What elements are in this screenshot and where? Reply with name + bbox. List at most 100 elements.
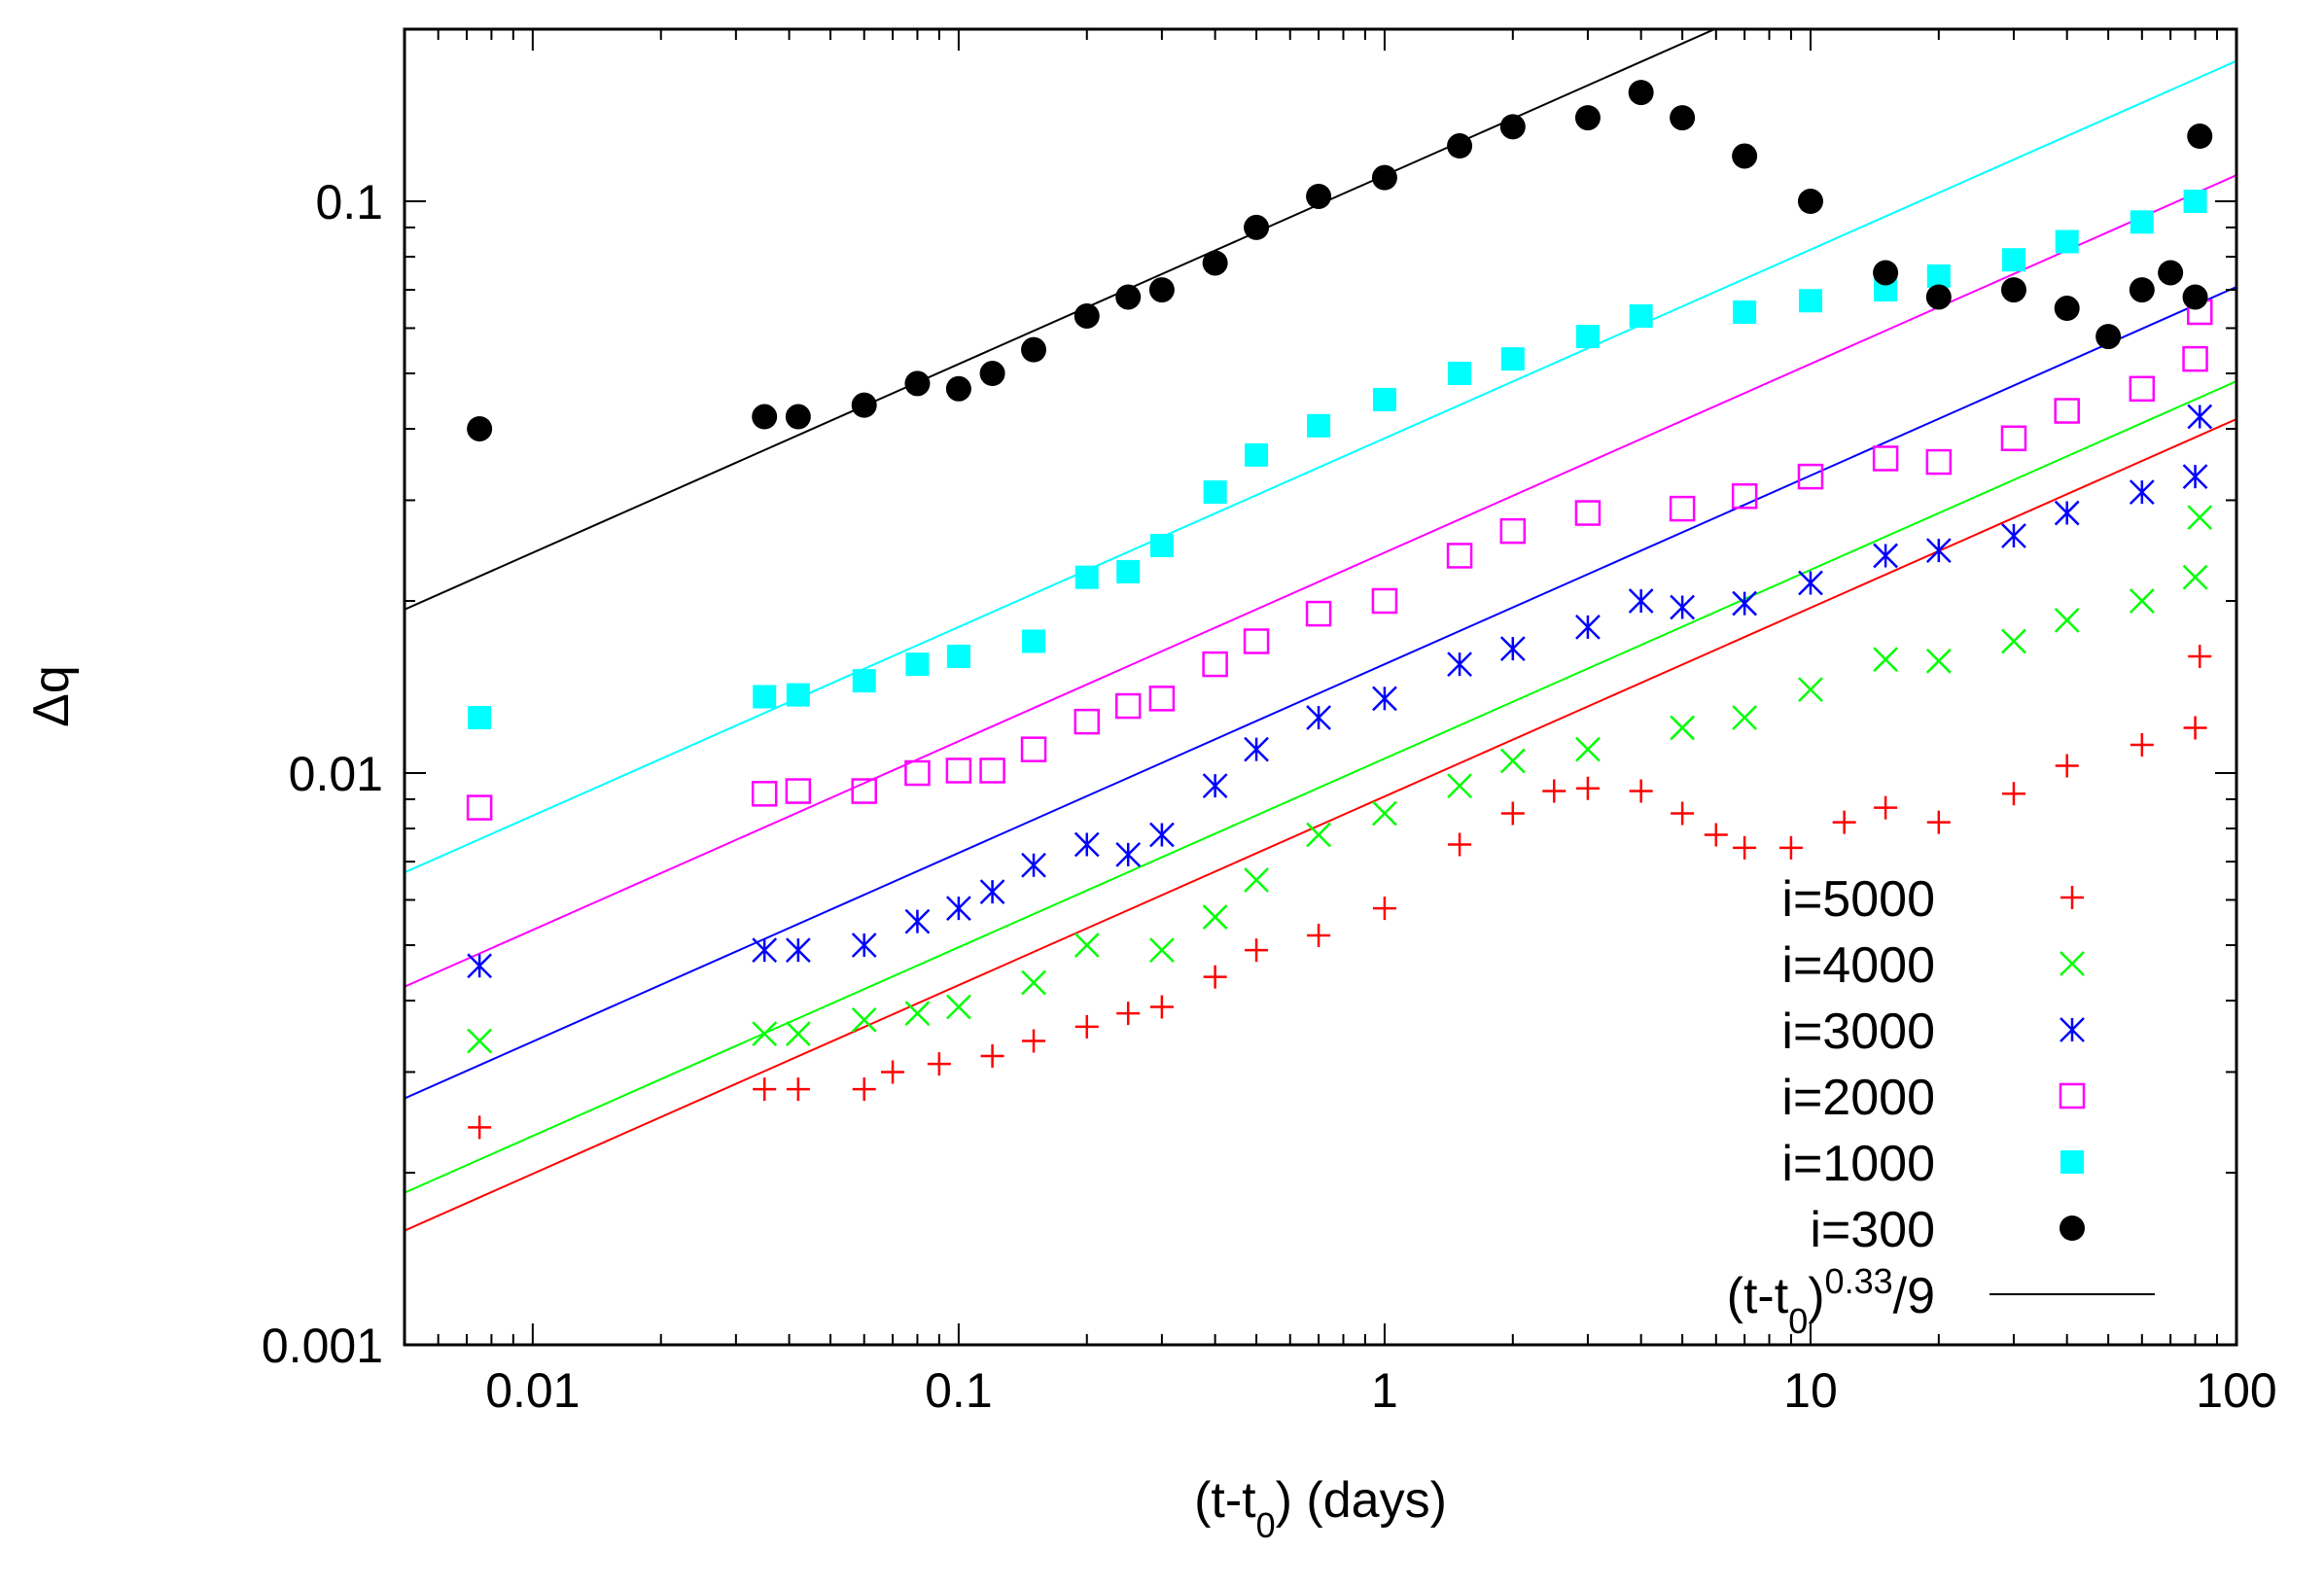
data-point [1020, 736, 1047, 762]
data-point [2129, 588, 2155, 614]
data-point [1115, 842, 1142, 867]
data-point [785, 778, 812, 804]
data-point [1202, 651, 1228, 678]
data-point [2187, 404, 2213, 430]
data-point [1305, 600, 1332, 627]
data-point [979, 361, 1005, 387]
data-point [753, 685, 777, 709]
fit-line-i-1000 [405, 59, 2236, 874]
data-point [1873, 647, 1898, 673]
data-point [1021, 969, 1046, 996]
data-point [785, 937, 811, 964]
data-point [2188, 644, 2212, 668]
data-point [467, 953, 493, 979]
x-axis-label: (t-t0) (days) [1194, 1472, 1447, 1545]
data-point [1074, 1014, 1099, 1039]
data-point [1499, 517, 1527, 545]
data-point [1798, 570, 1823, 596]
series-i-5000 [468, 644, 2212, 1140]
data-point [980, 1043, 1004, 1068]
data-point [1874, 795, 1898, 820]
data-point [1074, 708, 1101, 735]
data-point [1575, 776, 1600, 800]
legend-entry-i-2000: i=2000 [1781, 1070, 2086, 1126]
data-point [1447, 652, 1472, 677]
data-point [786, 1077, 810, 1102]
legend-entry-i-300: i=300 [1810, 1202, 2085, 1258]
data-point [1371, 164, 1397, 191]
data-point [946, 994, 971, 1020]
data-point [1245, 938, 1269, 963]
data-point [1670, 715, 1695, 741]
x-tick-label: 10 [1783, 1363, 1838, 1418]
data-point [1245, 442, 1269, 467]
legend-label: i=5000 [1781, 871, 1935, 928]
legend-label: i=3000 [1781, 1004, 1935, 1060]
data-point [1202, 773, 1228, 798]
legend-entry-i-3000: i=3000 [1781, 1004, 2085, 1060]
data-point [1832, 810, 1856, 834]
data-point [751, 781, 778, 807]
data-point [1202, 904, 1228, 930]
data-point [1243, 628, 1270, 654]
data-point [1149, 534, 1174, 558]
data-point [1448, 832, 1472, 857]
data-point [2182, 464, 2208, 490]
series-i-4000 [467, 505, 2213, 1054]
data-point [1372, 387, 1396, 411]
data-point [1021, 852, 1046, 878]
data-point [1446, 543, 1473, 569]
data-point [852, 1077, 876, 1102]
y-axis: 0.001 0.01 0.1 [262, 28, 2236, 1373]
plot-frame [403, 27, 2238, 1347]
data-point [752, 1021, 778, 1046]
legend-label: i=1000 [1781, 1136, 1935, 1192]
x-tick-label: 0.1 [925, 1363, 993, 1418]
series-i-1000 [468, 190, 2207, 730]
data-point [1022, 629, 1046, 653]
data-point [1447, 773, 1472, 798]
data-point [904, 1001, 931, 1026]
data-point [1149, 822, 1175, 848]
legend-entry-i-1000: i=1000 [1781, 1136, 2084, 1192]
legend-marker [2060, 1215, 2085, 1241]
data-point [2183, 190, 2207, 214]
data-point [1372, 686, 1397, 712]
data-point [1542, 779, 1567, 803]
legend-marker [2060, 951, 2085, 976]
data-point [1733, 299, 1757, 324]
data-point [1307, 923, 1331, 947]
data-point [945, 757, 972, 784]
data-point [2158, 260, 2184, 286]
data-point [1732, 143, 1758, 169]
data-point [2129, 375, 2156, 403]
data-point [946, 896, 971, 921]
legend-label: i=4000 [1781, 937, 1935, 994]
data-point [1499, 114, 1526, 140]
data-point [904, 908, 931, 934]
y-tick-label: 0.1 [315, 175, 383, 229]
data-point [1307, 413, 1331, 438]
data-point [852, 669, 876, 693]
data-point [1732, 705, 1757, 730]
data-point [1873, 543, 1898, 569]
data-point [1499, 748, 1526, 774]
data-point [786, 683, 810, 707]
fit-line-i-5000 [405, 418, 2236, 1232]
data-point [1925, 284, 1952, 310]
data-point [467, 415, 493, 441]
data-point [2129, 479, 2155, 505]
data-point [1244, 214, 1270, 240]
data-point [2129, 277, 2155, 303]
data-point [1116, 1002, 1141, 1026]
data-point [2130, 733, 2154, 757]
data-point [2054, 398, 2080, 424]
data-point [1926, 264, 1951, 288]
series-i-300 [467, 80, 2213, 441]
data-point [2001, 782, 2025, 806]
data-point [2182, 564, 2208, 590]
fit-line-i-300 [405, 29, 1717, 611]
data-point [1575, 325, 1600, 349]
data-point [1116, 559, 1141, 583]
data-point [1574, 105, 1601, 131]
